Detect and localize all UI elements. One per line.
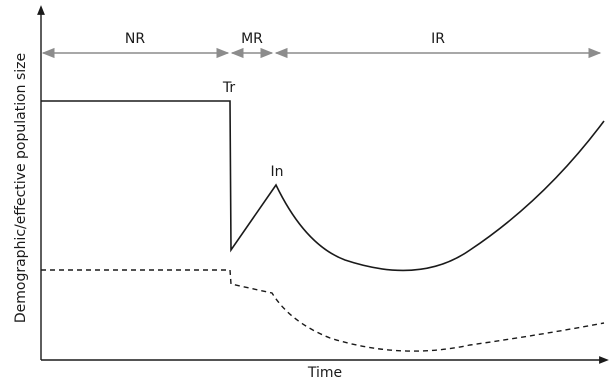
phase-nr-label: NR: [125, 31, 145, 47]
phase-ir-label: IR: [431, 31, 445, 47]
event-tr-label: Tr: [222, 80, 235, 96]
phase-mr-label: MR: [241, 31, 263, 47]
effective-size-curve: [41, 269, 605, 352]
event-in-label: In: [270, 164, 283, 180]
y-axis-title: Demographic/effective population size: [13, 53, 29, 323]
demographic-size-curve: [41, 100, 605, 272]
x-axis-title: Time: [307, 365, 342, 381]
